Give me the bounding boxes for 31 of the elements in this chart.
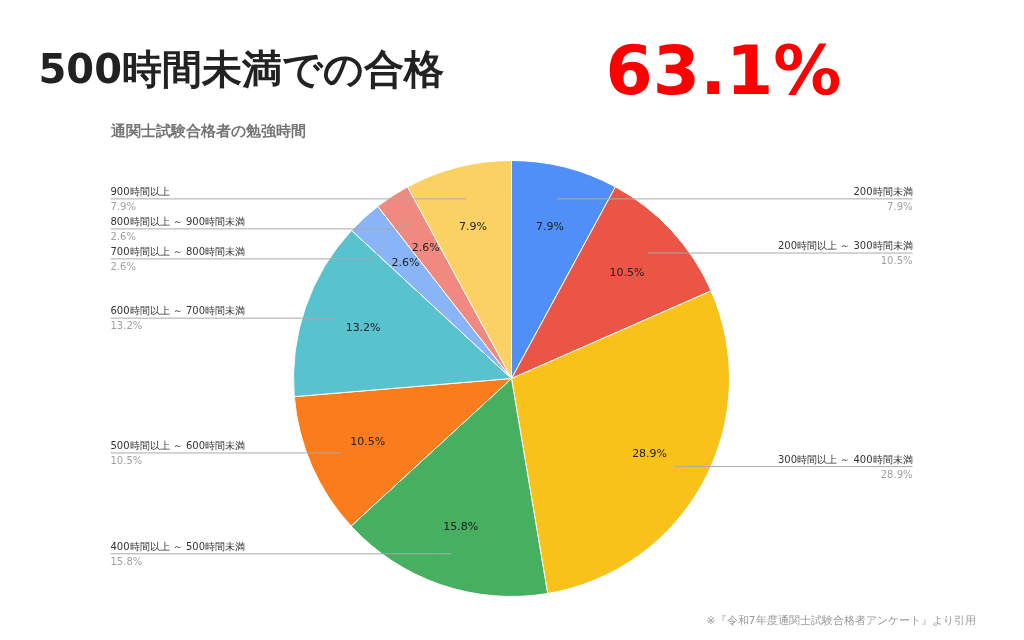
slice-label: 700時間以上 ～ 800時間未満 (110, 245, 246, 257)
slice-label: 200時間以上 ～ 300時間未満 (777, 240, 913, 252)
slice-label: 300時間以上 ～ 400時間未満 (777, 453, 913, 465)
data-label: 2.6% (391, 256, 420, 270)
text: 2.6% (110, 230, 136, 242)
text: 15.8% (110, 555, 143, 567)
slice-label: 600時間以上 ～ 700時間未満 (110, 305, 246, 317)
data-label: 7.9% (458, 219, 487, 233)
text: 10.5% (880, 255, 913, 267)
slice-label: 500時間以上 ～ 600時間未満 (110, 439, 246, 451)
data-label: 28.9% (632, 446, 668, 460)
slice-label: 900時間以上 (110, 185, 170, 197)
data-label: 15.8% (443, 520, 479, 534)
text: 7.9% (110, 200, 136, 212)
text: 7.9% (887, 200, 913, 212)
text: 2.6% (110, 260, 136, 272)
slice-label: 200時間未満 (853, 185, 913, 197)
text: 28.9% (880, 468, 913, 480)
text: ※『令和7年度通関士試験合格者アンケート』より引用 (706, 614, 976, 627)
data-label: 13.2% (345, 320, 381, 334)
data-label: 10.5% (350, 435, 386, 449)
slice-label: 800時間以上 ～ 900時間未満 (110, 215, 246, 227)
text: 63.1% (605, 31, 842, 110)
data-label: 2.6% (411, 240, 440, 254)
slice-label: 400時間以上 ～ 500時間未満 (110, 540, 246, 552)
chart-title: 500時間未満での合格 (38, 45, 444, 92)
chart-subtitle: 通関士試験合格者の勉強時間 (109, 121, 306, 140)
data-label: 7.9% (536, 219, 565, 233)
data-label: 10.5% (609, 265, 645, 279)
text: 10.5% (110, 454, 143, 466)
text: 13.2% (110, 320, 143, 332)
